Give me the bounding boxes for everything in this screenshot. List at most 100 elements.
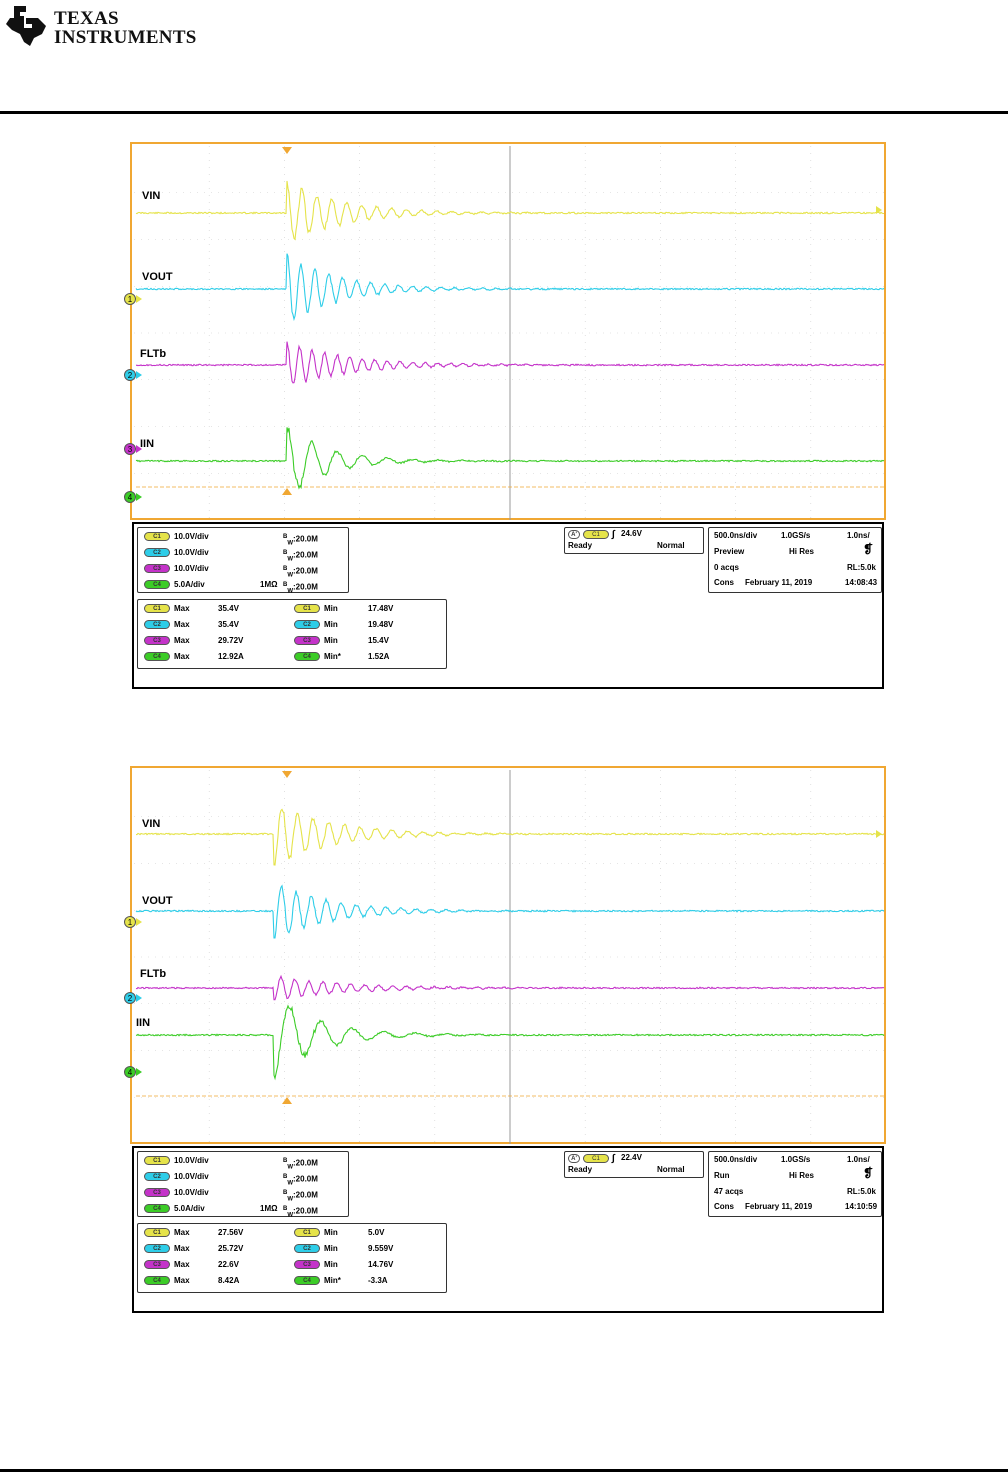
logo-line-1: Texas <box>54 8 119 29</box>
capture-date: February 11, 2019 <box>745 1202 813 1211</box>
sample-rate: 1.0GS/s <box>781 1155 811 1164</box>
label-fltb: FLTb <box>140 348 167 360</box>
cons-label: Cons <box>714 1202 734 1211</box>
measurement-pill: C1 <box>144 604 170 613</box>
channel-4-marker[interactable]: 4 <box>124 491 136 503</box>
vout-trace <box>135 884 885 939</box>
measurement-row[interactable]: C4 Max 8.42A C4 Min* -3.3A <box>138 1273 448 1289</box>
rising-edge-icon: ∫ <box>612 1153 615 1164</box>
bandwidth-prefix: B <box>283 1190 288 1196</box>
measurement-pill: C4 <box>294 652 320 661</box>
channel-scale: 10.0V/div <box>174 1188 209 1197</box>
measurement-pill: C1 <box>144 1228 170 1237</box>
measurement-row[interactable]: C3 Max 22.6V C3 Min 14.76V <box>138 1257 448 1273</box>
scope-info-panel: C1 10.0V/div BW:20.0M C2 10.0V/div BW:20.0M C3… <box>132 1146 884 1313</box>
record-length: RL:5.0k <box>847 563 876 572</box>
measurement-min-value: 17.48V <box>368 604 394 613</box>
trigger-position-icon <box>282 771 292 778</box>
measurement-row[interactable]: C1 Max 27.56V C1 Min 5.0V <box>138 1225 448 1241</box>
channel-pill[interactable]: C3 <box>144 1188 170 1197</box>
channel-impedance: 1MΩ <box>260 580 278 589</box>
channel-4-marker[interactable]: 4 <box>124 1066 136 1078</box>
channel-pill[interactable]: C4 <box>144 580 170 589</box>
acquisition-box[interactable]: 500.0ns/div 1.0GS/s 1.0ns/Run Hi Res ❡ 47 acq… <box>708 1151 882 1217</box>
label-fltb: FLTb <box>140 968 167 980</box>
channel-offset-arrow-icon <box>136 1068 142 1076</box>
bandwidth-subscript: W <box>287 540 294 547</box>
bandwidth-value: :20.0M <box>293 1190 318 1200</box>
channel-1-marker[interactable]: 1 <box>124 293 136 305</box>
measurement-max-label: Max <box>174 604 190 613</box>
channel-setting-row[interactable]: C1 10.0V/div BW:20.0M <box>138 1153 350 1171</box>
bandwidth-value: :20.0M <box>293 1174 318 1184</box>
channel-2-marker[interactable]: 2 <box>124 992 136 1004</box>
measurement-pill: C1 <box>294 1228 320 1237</box>
channel-3-marker[interactable]: 3 <box>124 443 136 455</box>
measurement-min-value: 14.76V <box>368 1260 394 1269</box>
bandwidth-value: :20.0M <box>293 582 318 592</box>
channel-pill[interactable]: C4 <box>144 1204 170 1213</box>
measurement-max-label: Max <box>174 1228 190 1237</box>
hi-res-label: Hi Res <box>789 547 814 556</box>
channel-setting-row[interactable]: C2 10.0V/div BW:20.0M <box>138 1169 350 1187</box>
channel-pill[interactable]: C1 <box>144 1156 170 1165</box>
acquisition-box[interactable]: 500.0ns/div 1.0GS/s 1.0ns/Preview Hi Res ❡ 0 … <box>708 527 882 593</box>
channel-scale: 5.0A/div <box>174 1204 205 1213</box>
channel-pill[interactable]: C2 <box>144 548 170 557</box>
timebase-value: 500.0ns/div <box>714 531 758 540</box>
channel-setting-row[interactable]: C3 10.0V/div BW:20.0M <box>138 561 350 578</box>
acquisition-mode: Preview <box>714 547 745 556</box>
measurement-pill: C2 <box>144 620 170 629</box>
texas-state-icon <box>6 6 46 46</box>
measurement-pill: C2 <box>294 1244 320 1253</box>
measurement-min-value: 15.4V <box>368 636 389 645</box>
channel-scale: 10.0V/div <box>174 548 209 557</box>
vout-trace <box>135 253 885 322</box>
measurement-min-value: 5.0V <box>368 1228 385 1237</box>
channel-bandwidth: BW:20.0M <box>283 1185 318 1207</box>
measurement-pill: C2 <box>144 1244 170 1253</box>
measurement-max-value: 25.72V <box>218 1244 244 1253</box>
channel-pill[interactable]: C2 <box>144 1172 170 1181</box>
trigger-level: 22.4V <box>621 1153 642 1162</box>
measurement-max-value: 27.56V <box>218 1228 244 1237</box>
measurement-row[interactable]: C2 Max 25.72V C2 Min 9.559V <box>138 1241 448 1257</box>
label-iin: IIN <box>140 438 155 450</box>
bandwidth-subscript: W <box>287 1164 294 1171</box>
trigger-box[interactable]: A' C1 ∫ 24.6V Ready Normal <box>564 527 704 554</box>
bandwidth-subscript: W <box>287 588 294 595</box>
waveform-screen: VIN VOUT FLTb IIN 1 2 3 4 <box>124 142 886 520</box>
channel-setting-row[interactable]: C4 5.0A/div 1MΩ BW:20.0M <box>138 577 350 595</box>
channel-settings-box: C1 10.0V/div BW:20.0M C2 10.0V/div BW:20.0M C3… <box>137 527 350 595</box>
channel-pill[interactable]: C3 <box>144 564 170 573</box>
measurement-row[interactable]: C3 Max 29.72V C3 Min 15.4V <box>138 633 448 649</box>
channel-offset-arrow-icon <box>136 371 142 379</box>
channel-scale: 10.0V/div <box>174 1172 209 1181</box>
graticule <box>134 770 886 1144</box>
channel-2-marker[interactable]: 2 <box>124 369 136 381</box>
channel-setting-row[interactable]: C1 10.0V/div BW:20.0M <box>138 529 350 547</box>
bandwidth-prefix: B <box>283 550 288 556</box>
channel-setting-row[interactable]: C4 5.0A/div 1MΩ BW:20.0M <box>138 1201 350 1218</box>
measurement-row[interactable]: C1 Max 35.4V C1 Min 17.48V <box>138 601 448 617</box>
oscilloscope-capture-2: VIN VOUT FLTb IIN 1 2 4 C1 10.0V/div BW:20… <box>124 766 886 1317</box>
measurement-row[interactable]: C2 Max 35.4V C2 Min 19.48V <box>138 617 448 633</box>
vin-trace <box>136 808 885 866</box>
channel-pill[interactable]: C1 <box>144 532 170 541</box>
channel-offset-arrow-icon <box>136 295 142 303</box>
trigger-state: Ready <box>568 1165 593 1174</box>
bandwidth-subscript: W <box>287 556 294 563</box>
channel-1-marker[interactable]: 1 <box>124 916 136 928</box>
channel-setting-row[interactable]: C3 10.0V/div BW:20.0M <box>138 1185 350 1202</box>
bandwidth-value: :20.0M <box>293 1206 318 1216</box>
record-length: RL:5.0k <box>847 1187 876 1196</box>
trigger-level-icon <box>876 206 882 214</box>
measurement-row[interactable]: C4 Max 12.92A C4 Min* 1.52A <box>138 649 448 665</box>
channel-setting-row[interactable]: C2 10.0V/div BW:20.0M <box>138 545 350 563</box>
bandwidth-subscript: W <box>287 1180 294 1187</box>
channel-scale: 5.0A/div <box>174 580 205 589</box>
channel-offset-arrow-icon <box>136 918 142 926</box>
oscilloscope-capture-1: VIN VOUT FLTb IIN 1 2 3 4 C1 10.0V/div BW:… <box>124 142 886 693</box>
trigger-box[interactable]: A' C1 ∫ 22.4V Ready Normal <box>564 1151 704 1178</box>
measurement-min-label: Min* <box>324 652 341 661</box>
